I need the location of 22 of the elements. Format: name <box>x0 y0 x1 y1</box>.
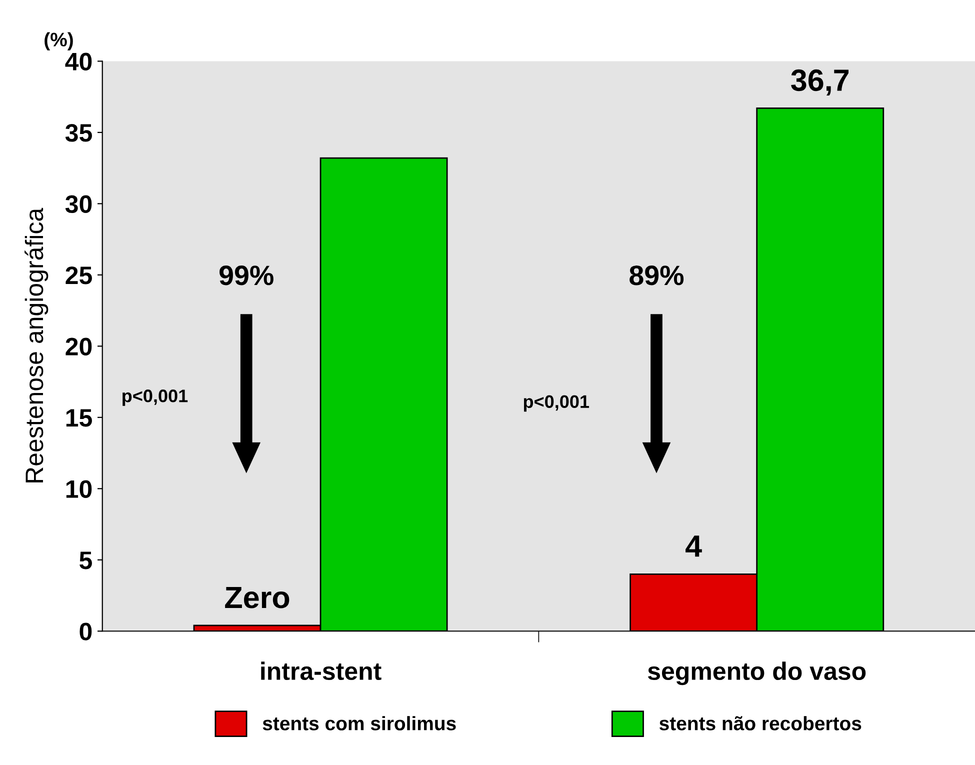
annotation: p<0,001 <box>122 390 188 406</box>
legend-label: stents com sirolimus <box>262 716 456 730</box>
y-tick-label: 25 <box>66 266 92 284</box>
y-axis-title: Reestenose angiográfica <box>24 208 48 482</box>
y-tick-label: 35 <box>65 124 92 142</box>
text: (%) <box>44 32 73 50</box>
x-tick-label: intra-stent <box>261 662 382 680</box>
y-tick-label: 20 <box>66 338 92 356</box>
data-label: Zero <box>225 586 290 608</box>
annotation: p<0,001 <box>524 395 590 412</box>
annotation: 89% <box>630 266 684 286</box>
y-tick-label: 30 <box>65 195 92 214</box>
data-label: 36,7 <box>791 69 849 96</box>
x-tick-label: segmento do vaso <box>648 662 866 686</box>
y-tick-label: 10 <box>66 480 92 498</box>
y-tick-label: 40 <box>65 52 92 71</box>
y-tick-label: 0 <box>80 622 92 640</box>
data-label: 4 <box>686 536 702 557</box>
legend-label: stents não recobertos <box>660 716 862 730</box>
y-tick-label: 5 <box>80 552 92 570</box>
y-tick-label: 15 <box>66 409 92 427</box>
annotation: 99% <box>220 266 274 286</box>
